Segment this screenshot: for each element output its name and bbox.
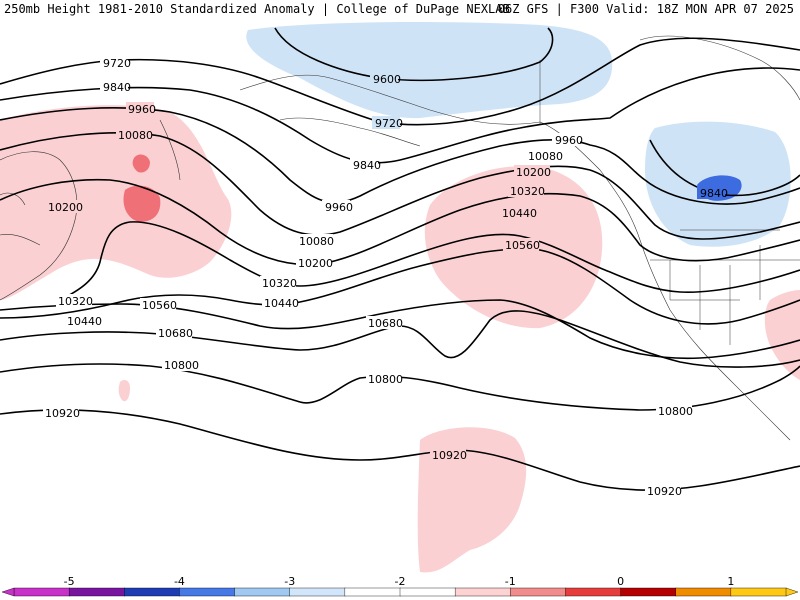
colorbar-swatch [565, 587, 622, 597]
colorbar-swatch [13, 587, 70, 597]
label-10440-b: 10440 [264, 297, 299, 310]
positive-anomaly-core-small [132, 154, 150, 173]
colorbar-tick-label: -3 [284, 575, 295, 588]
contour-10800 [0, 363, 800, 411]
label-10080-c: 10080 [528, 150, 563, 163]
contour-10320 [59, 221, 800, 301]
colorbar-swatch [179, 587, 236, 597]
label-9960-c: 9960 [555, 134, 583, 147]
colorbar-swatch [510, 587, 567, 597]
positive-anomaly-small-a [118, 380, 130, 402]
label-9960-b: 9960 [325, 201, 353, 214]
label-9840-c: 9840 [700, 187, 728, 200]
anomaly-colorbar: -5-4-3-2-1012345 [1, 575, 799, 597]
label-10200-b: 10200 [298, 257, 333, 270]
label-10680-b: 10680 [368, 317, 403, 330]
colorbar-swatch [620, 587, 677, 597]
label-9720-a: 9720 [103, 57, 131, 70]
label-9720-b: 9720 [375, 117, 403, 130]
colorbar-ticks: -5-4-3-2-1012345 [64, 575, 735, 588]
positive-anomaly-hawaii [417, 427, 527, 573]
label-10800-b: 10800 [368, 373, 403, 386]
positive-anomaly-asia [0, 105, 232, 301]
height-anomaly-map: 9600 9720 9720 9840 9840 9840 9960 9960 … [0, 22, 800, 573]
contour-10440 [0, 248, 800, 325]
colorbar-tick-label: 0 [617, 575, 624, 588]
coastlines [0, 35, 800, 441]
label-10320-b: 10320 [262, 277, 297, 290]
colorbar-swatch [289, 587, 346, 597]
label-9960-a: 9960 [128, 103, 156, 116]
label-10800-a: 10800 [164, 359, 199, 372]
label-10200-a: 10200 [48, 201, 83, 214]
negative-anomaly-alaska [246, 22, 613, 119]
label-10920-b: 10920 [432, 449, 467, 462]
colorbar-min-arrow [1, 587, 15, 597]
label-10800-c: 10800 [658, 405, 693, 418]
colorbar-swatch [124, 587, 181, 597]
label-9600: 9600 [373, 73, 401, 86]
label-10560-a: 10560 [142, 299, 177, 312]
colorbar-swatch [454, 587, 511, 597]
contour-labels: 9600 9720 9720 9840 9840 9840 9960 9960 … [43, 56, 728, 498]
contour-10920 [0, 409, 800, 491]
label-10560-b: 10560 [505, 239, 540, 252]
colorbar-swatch [675, 587, 732, 597]
contour-10080 [0, 132, 800, 240]
label-10440-c: 10440 [502, 207, 537, 220]
colorbar-swatch [234, 587, 291, 597]
label-10200-c: 10200 [516, 166, 551, 179]
label-10080-b: 10080 [299, 235, 334, 248]
colorbar-swatches [1, 587, 799, 597]
contour-10200 [0, 178, 800, 266]
map-title: 250mb Height 1981-2010 Standardized Anom… [4, 2, 510, 16]
label-10920-a: 10920 [45, 407, 80, 420]
label-10320-a: 10320 [58, 295, 93, 308]
label-9840-b: 9840 [353, 159, 381, 172]
colorbar-tick-label: -5 [64, 575, 75, 588]
contour-9600 [274, 27, 554, 82]
colorbar-tick-label: 1 [727, 575, 734, 588]
positive-anomaly-core-asia [123, 185, 161, 222]
colorbar-tick-label: -4 [174, 575, 185, 588]
label-10320-c: 10320 [510, 185, 545, 198]
label-10680-a: 10680 [158, 327, 193, 340]
model-run-info: 06Z GFS | F300 Valid: 18Z MON APR 07 202… [497, 2, 794, 16]
colorbar-tick-label: -1 [505, 575, 516, 588]
label-10440-a: 10440 [67, 315, 102, 328]
label-10080-a: 10080 [118, 129, 153, 142]
colorbar-swatch [730, 587, 787, 597]
colorbar-swatch [399, 587, 456, 597]
label-9840-a: 9840 [103, 81, 131, 94]
colorbar-tick-label: -2 [395, 575, 406, 588]
contour-9840-west [0, 67, 800, 164]
contour-9960-west [0, 107, 800, 205]
positive-anomaly-east-pacific [764, 290, 800, 380]
colorbar-max-arrow [785, 587, 799, 597]
colorbar-swatch [68, 587, 125, 597]
colorbar-swatch [344, 587, 401, 597]
label-10920-c: 10920 [647, 485, 682, 498]
